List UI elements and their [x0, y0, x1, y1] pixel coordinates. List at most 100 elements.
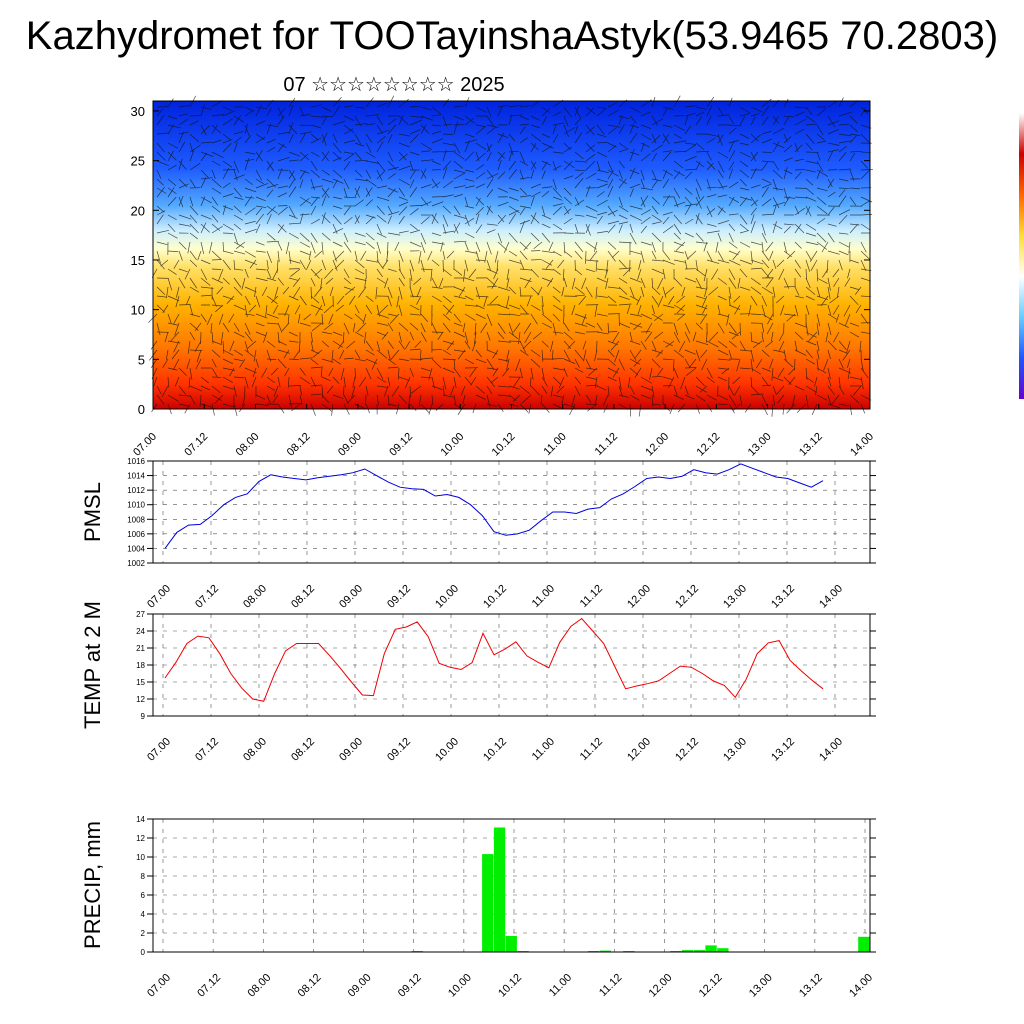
wind-barb — [343, 277, 352, 285]
wind-barb — [662, 216, 670, 225]
wind-barb — [266, 189, 274, 198]
wind-barb — [178, 118, 188, 126]
wind-barb — [563, 277, 568, 288]
wind-barb — [750, 207, 757, 216]
wind-barb — [340, 367, 345, 381]
wind-barb — [662, 178, 670, 189]
wind-barb — [541, 313, 553, 323]
wind-barb — [156, 151, 166, 161]
wind-barb — [376, 376, 386, 383]
wind-barb — [354, 151, 362, 161]
wind-barb — [717, 160, 725, 173]
wind-barb — [519, 220, 525, 234]
wind-barb — [420, 124, 430, 134]
wind-barb — [750, 367, 762, 375]
wind-barb — [706, 208, 716, 216]
wind-barb — [486, 358, 495, 370]
wind-barb — [772, 196, 780, 209]
wind-barb — [277, 223, 287, 233]
wind-barb — [585, 322, 596, 328]
wind-barb — [668, 376, 675, 389]
x-tick-label: 07.12 — [193, 736, 221, 764]
wind-barb — [739, 169, 750, 178]
wind-barb — [585, 241, 597, 250]
wind-barb — [629, 214, 642, 221]
wind-barb — [310, 277, 316, 287]
wind-barb — [816, 196, 827, 205]
wind-barb — [594, 241, 598, 252]
wind-barb — [629, 313, 642, 317]
wind-barb — [334, 250, 345, 261]
wind-barb — [769, 250, 774, 260]
wind-barb — [673, 385, 678, 396]
wind-barb — [310, 340, 314, 351]
wind-barb — [541, 107, 551, 117]
wind-barb — [607, 178, 614, 189]
wind-barb — [211, 403, 215, 416]
wind-barb — [552, 376, 562, 385]
wind-barb — [772, 394, 776, 406]
wind-barb — [420, 357, 434, 360]
wind-barb — [651, 134, 661, 144]
wind-barb — [200, 196, 212, 204]
wind-barb — [299, 394, 303, 405]
wind-barb — [387, 403, 398, 407]
wind-barb — [486, 259, 491, 271]
wind-barb — [825, 331, 829, 343]
wind-barb — [332, 142, 342, 154]
wind-barb — [357, 322, 367, 333]
wind-barb — [728, 124, 742, 127]
wind-barb — [596, 183, 608, 189]
wind-barb — [651, 385, 655, 398]
wind-barb — [508, 104, 522, 108]
wind-barb — [497, 358, 509, 362]
wind-barb — [497, 106, 503, 117]
wind-barb — [299, 322, 311, 327]
y-tick-label: 8 — [141, 872, 146, 881]
wind-barb — [266, 358, 277, 360]
wind-barb — [733, 385, 741, 397]
wind-barb — [244, 295, 251, 306]
wind-barb — [557, 259, 565, 269]
wind-barb — [229, 367, 235, 377]
wind-barb — [178, 141, 186, 153]
wind-barb — [233, 304, 246, 311]
wind-barb — [673, 140, 687, 144]
wind-barb — [765, 277, 774, 288]
wind-barb — [640, 209, 651, 216]
wind-barb — [321, 132, 328, 144]
wind-barb — [794, 223, 802, 234]
wind-barb — [187, 241, 191, 254]
x-tick-label: 07.12 — [182, 431, 210, 459]
wind-barb — [460, 385, 466, 396]
wind-barb — [211, 250, 222, 260]
wind-barb — [266, 138, 276, 144]
wind-barb — [486, 188, 494, 198]
wind-barb — [860, 250, 871, 261]
wind-barb — [552, 196, 563, 201]
wind-barb — [541, 250, 555, 254]
wind-barb — [233, 403, 238, 416]
wind-barb — [167, 223, 176, 233]
wind-barb — [788, 367, 796, 376]
wind-barb — [506, 268, 510, 281]
wind-barb — [519, 160, 529, 166]
wind-barb — [651, 232, 662, 243]
wind-barb — [629, 167, 636, 180]
wind-barb — [695, 111, 705, 117]
wind-barb — [167, 178, 177, 187]
wind-barb — [431, 295, 442, 303]
wind-barb — [299, 367, 306, 376]
wind-barb — [530, 142, 537, 153]
x-tick-label: 11.12 — [597, 972, 624, 999]
wind-barb — [387, 232, 401, 236]
wind-barb — [464, 139, 478, 144]
wind-barb — [442, 133, 453, 135]
wind-barb — [453, 115, 464, 121]
wind-barb — [387, 124, 397, 135]
wind-barb — [836, 286, 840, 298]
wind-barb — [408, 394, 411, 406]
wind-barb — [673, 187, 681, 199]
wind-barb — [310, 268, 320, 279]
wind-barb — [530, 212, 537, 225]
